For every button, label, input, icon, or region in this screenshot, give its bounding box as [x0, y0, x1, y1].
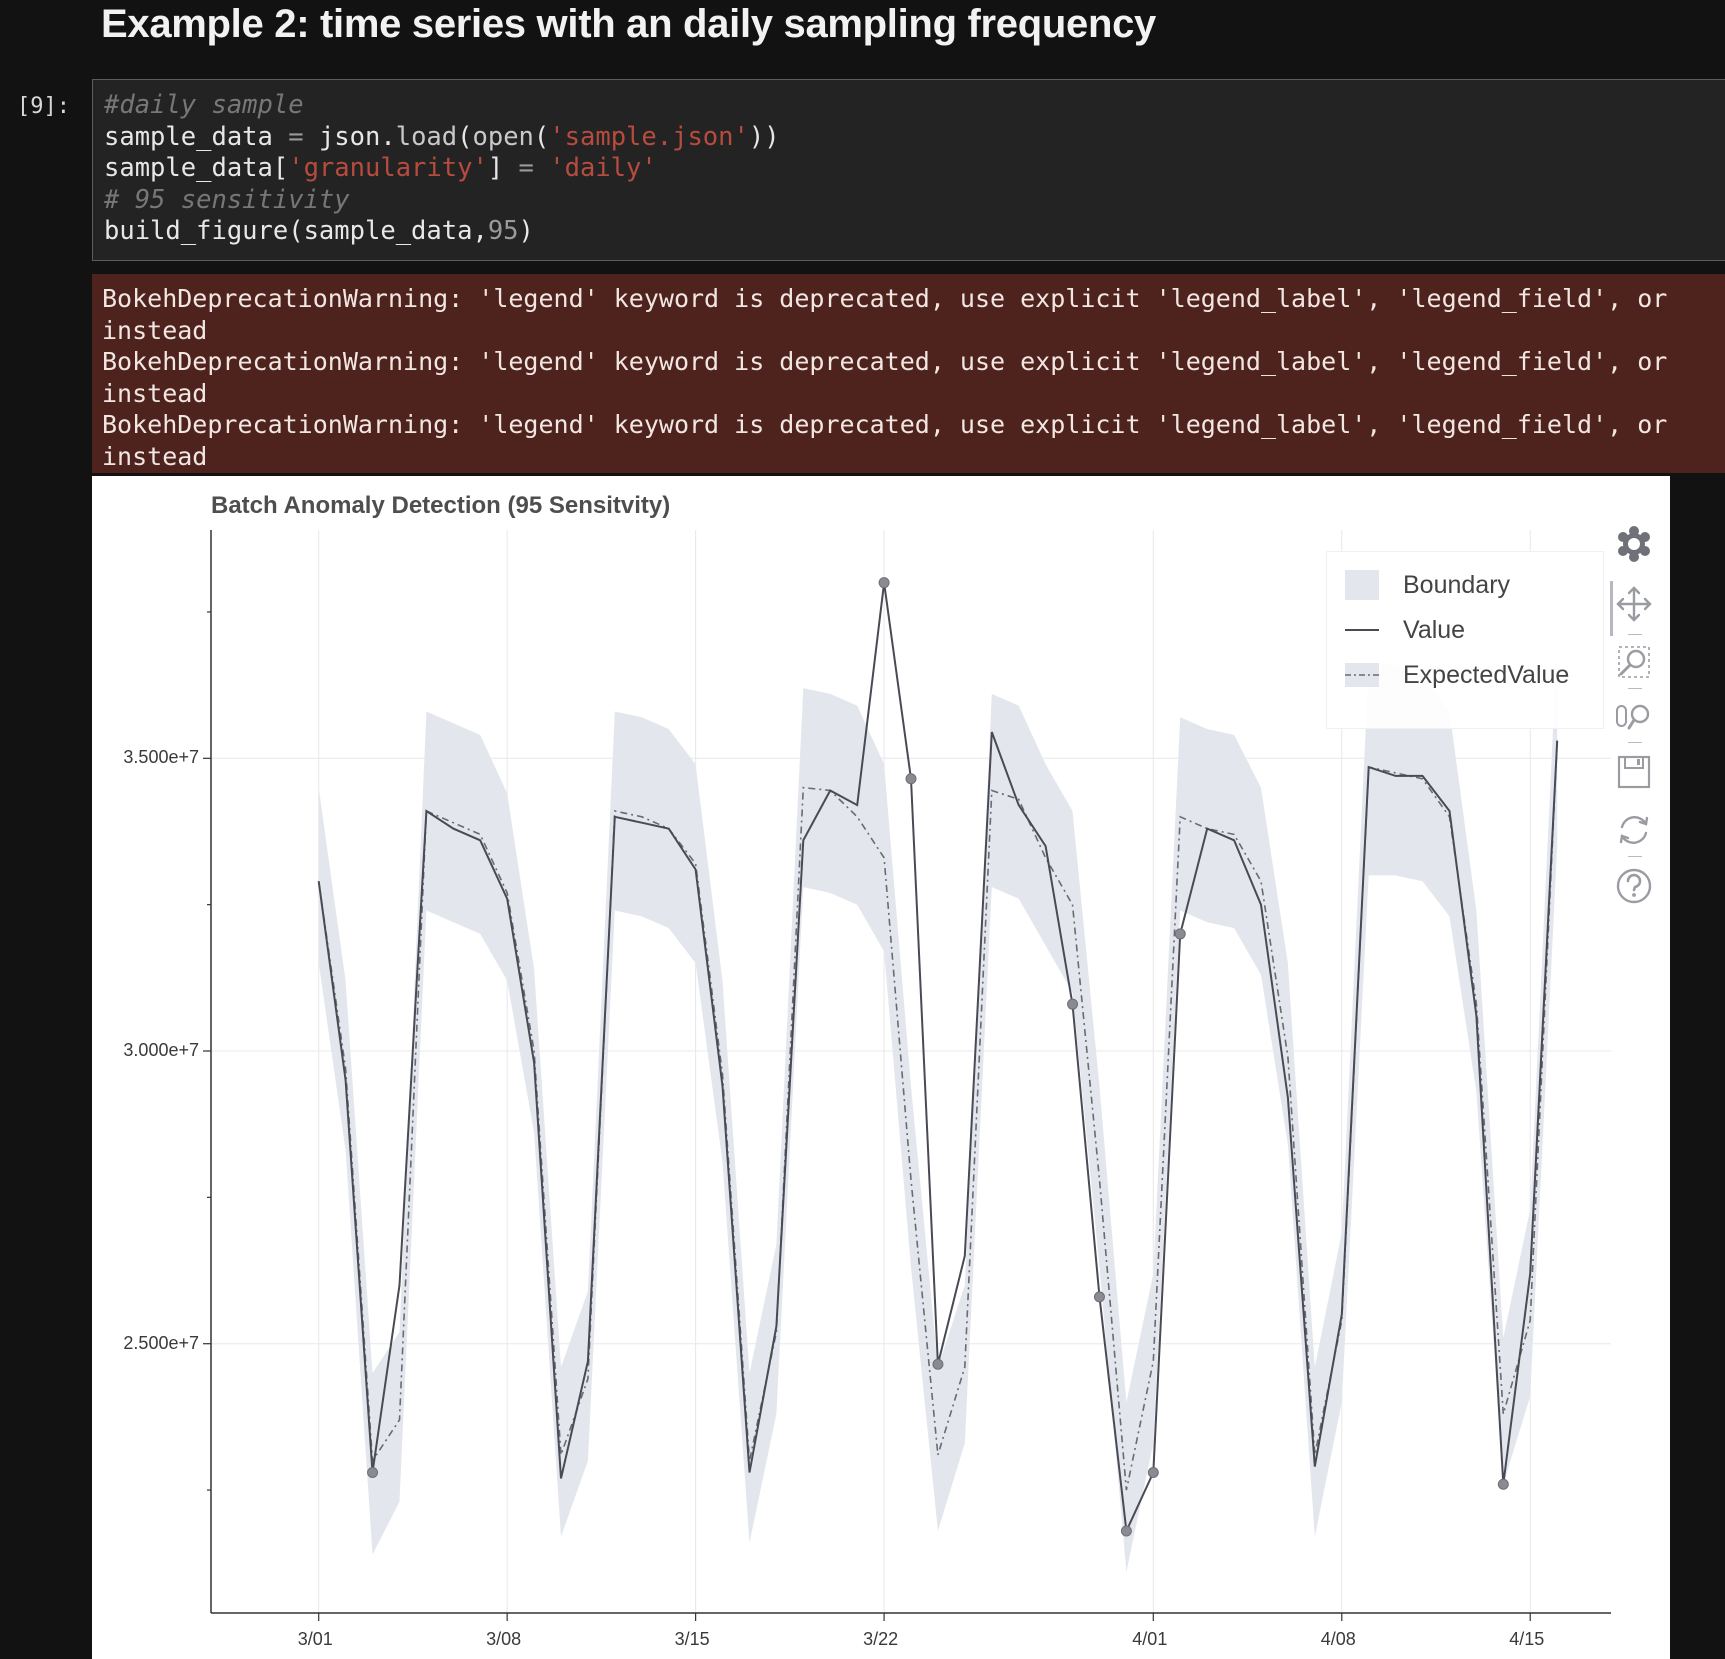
box-zoom-icon[interactable]	[1614, 642, 1654, 682]
legend-swatch-expected	[1345, 663, 1379, 687]
code-token: build_figure(sample_data,	[104, 216, 488, 246]
y-tick-label: 3.000e+7	[123, 1040, 199, 1060]
anomaly-point	[367, 1467, 379, 1479]
legend-item-boundary: Boundary	[1345, 567, 1595, 605]
code-token: 'sample.json'	[549, 121, 749, 152]
code-token	[534, 153, 549, 183]
legend-label-boundary: Boundary	[1403, 571, 1511, 599]
code-line: build_figure(sample_data,95)	[104, 216, 1725, 248]
toolbar-separator	[1628, 688, 1642, 689]
legend-swatch-value	[1345, 629, 1379, 631]
plot-toolbar	[1614, 524, 1670, 924]
x-tick-label: 4/01	[1132, 1629, 1168, 1649]
page-margin	[1670, 476, 1725, 1659]
x-tick-label: 3/01	[297, 1629, 333, 1649]
y-tick-label: 2.500e+7	[123, 1332, 199, 1353]
help-icon[interactable]	[1614, 866, 1654, 906]
save-icon[interactable]	[1614, 752, 1654, 792]
anomaly-point	[1497, 1478, 1509, 1490]
legend-swatch-boundary	[1345, 570, 1379, 600]
code-token: 'granularity'	[288, 153, 488, 183]
x-tick-label: 3/15	[674, 1629, 710, 1649]
code-token: #daily sample	[104, 90, 304, 120]
chart-canvas[interactable]	[92, 476, 1670, 1659]
legend-item-expected: ExpectedValue	[1345, 657, 1595, 695]
code-token: )	[518, 216, 534, 246]
expected-value-line	[317, 740, 1558, 1491]
warning-line: instead	[102, 315, 208, 345]
x-tick-label: 4/08	[1320, 1629, 1356, 1649]
toolbar-separator	[1628, 634, 1642, 635]
x-tick-label: 4/15	[1509, 1629, 1545, 1649]
code-token: ))	[748, 121, 780, 152]
code-cell[interactable]: #daily sample sample_data = json.load(ope…	[92, 79, 1725, 261]
warning-line: instead	[102, 378, 208, 408]
code-token: open	[472, 121, 534, 152]
bokeh-logo-icon[interactable]	[1614, 524, 1654, 564]
code-token: =	[288, 121, 304, 152]
code-token: json.	[303, 121, 396, 152]
wheel-zoom-icon[interactable]	[1614, 696, 1654, 736]
code-token: =	[518, 153, 534, 183]
toolbar-separator	[1628, 856, 1642, 857]
anomaly-point	[932, 1358, 944, 1370]
code-token: load	[395, 121, 458, 152]
code-token: 'daily'	[549, 153, 657, 183]
toolbar-separator	[1628, 742, 1642, 743]
warning-output: BokehDeprecationWarning: 'legend' keywor…	[92, 274, 1725, 473]
toolbar-active-indicator	[1610, 581, 1613, 636]
x-tick-label: 3/08	[486, 1629, 522, 1649]
code-line: #daily sample	[104, 90, 1725, 122]
y-tick-label: 3.500e+7	[123, 747, 199, 768]
warning-line: instead	[102, 441, 208, 471]
pan-icon[interactable]	[1614, 584, 1654, 624]
legend-item-value: Value	[1345, 612, 1595, 650]
code-token: (	[457, 121, 473, 152]
warning-line: BokehDeprecationWarning: 'legend' keywor…	[102, 410, 1668, 440]
code-token: # 95 sensitivity	[104, 184, 350, 215]
anomaly-point	[1147, 1467, 1159, 1479]
anomaly-point	[1174, 928, 1186, 940]
anomaly-point	[1067, 998, 1079, 1010]
anomaly-point	[1093, 1291, 1105, 1303]
plot-title: Batch Anomaly Detection (95 Sensitvity)	[211, 492, 671, 519]
section-heading: Example 2: time series with an daily sam…	[101, 2, 1156, 46]
anomaly-point	[905, 773, 917, 785]
code-token: sample_data	[104, 121, 289, 152]
code-token: (	[533, 121, 550, 152]
warning-line: BokehDeprecationWarning: 'legend' keywor…	[102, 284, 1668, 313]
cell-prompt: [9]:	[17, 94, 70, 119]
code-token: ]	[487, 153, 519, 183]
code-token: sample_data[	[104, 153, 289, 183]
boundary-band	[318, 641, 1558, 1572]
code-line: sample_data = json.load(open('sample.jso…	[104, 122, 1725, 154]
legend-label-value: Value	[1403, 616, 1466, 644]
anomaly-point	[1120, 1525, 1132, 1537]
legend-label-expectedvalue: ExpectedValue	[1403, 661, 1570, 689]
legend: Boundary Value ExpectedValue	[1326, 551, 1604, 729]
reset-icon[interactable]	[1614, 810, 1654, 850]
x-tick-label: 3/22	[863, 1629, 899, 1649]
code-line: # 95 sensitivity	[104, 185, 1725, 217]
plot-panel: Batch Anomaly Detection (95 Sensitvity) …	[92, 476, 1670, 1659]
code-token: 95	[487, 216, 519, 246]
code-line: sample_data['granularity'] = 'daily'	[104, 153, 1725, 185]
anomaly-point	[878, 577, 890, 589]
warning-line: BokehDeprecationWarning: 'legend' keywor…	[102, 347, 1668, 377]
